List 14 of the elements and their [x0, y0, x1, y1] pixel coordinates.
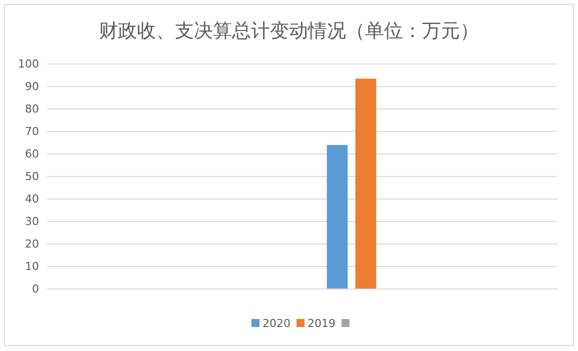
y-tick-label: 60 [25, 148, 39, 161]
y-tick-label: 90 [25, 80, 39, 94]
y-tick-label: 10 [25, 260, 39, 274]
chart-title: 财政收、支决算总计变动情况（单位：万元） [99, 20, 479, 42]
y-tick-label: 100 [18, 58, 39, 71]
y-tick-label: 40 [25, 192, 39, 206]
legend-label: 2019 [308, 317, 336, 330]
y-tick-label: 70 [25, 125, 39, 138]
legend-label: 2020 [262, 317, 290, 330]
y-tick-label: 50 [25, 170, 39, 184]
y-tick-label: 20 [25, 238, 39, 251]
y-tick-label: 80 [25, 102, 39, 116]
y-tick-label: 30 [25, 215, 39, 228]
y-tick-label: 0 [32, 282, 39, 296]
